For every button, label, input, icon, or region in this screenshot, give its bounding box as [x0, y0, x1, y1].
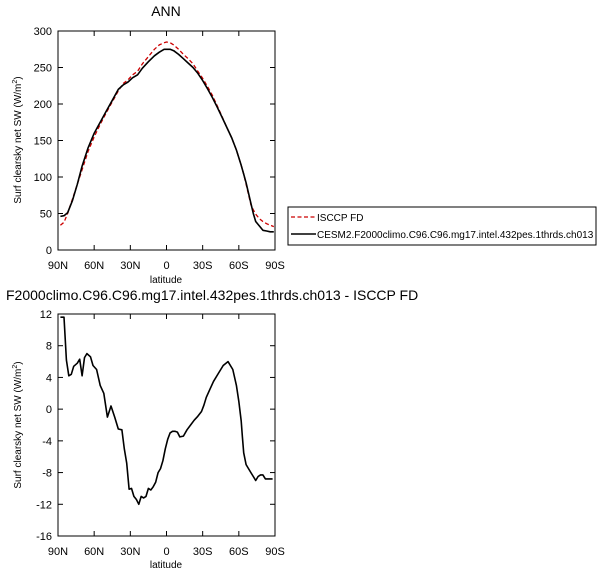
- x-tick-label: 0: [163, 546, 169, 558]
- difference-chart: F2000climo.C96.C96.mg17.intel.432pes.1th…: [6, 287, 418, 571]
- y-tick-label: 0: [46, 404, 52, 416]
- x-tick-label: 30S: [193, 260, 213, 272]
- plot-frame: [57, 313, 276, 537]
- legend: ISCCP FD CESM2.F2000climo.C96.C96.mg17.i…: [287, 206, 597, 246]
- y-tick-label: 8: [46, 341, 52, 353]
- legend-label-isccp: ISCCP FD: [317, 213, 364, 224]
- y-axis-title-sup: 2: [12, 365, 19, 369]
- y-tick-label: 50: [40, 209, 52, 221]
- y-tick-label: 150: [34, 136, 52, 148]
- y-tick-label: 100: [34, 172, 52, 184]
- series-lines: [60, 316, 273, 506]
- y-axis-title-sup: 2: [12, 80, 19, 84]
- x-tick-label: 30N: [120, 260, 140, 272]
- y-tick-label: -4: [42, 436, 52, 448]
- x-axis-title: latitude: [150, 560, 183, 571]
- series-line-0: [59, 41, 275, 228]
- x-tick-label: 30N: [120, 546, 140, 558]
- x-tick-label: 60S: [229, 260, 249, 272]
- x-tick-label: 0: [163, 260, 169, 272]
- x-tick-label: 90S: [265, 546, 285, 558]
- y-axis-title-main: Surf clearsky net SW (W/m: [13, 84, 24, 204]
- x-tick-label: 90N: [48, 260, 68, 272]
- legend-box: [287, 206, 597, 246]
- legend-label-cesm: CESM2.F2000climo.C96.C96.mg17.intel.432p…: [317, 230, 594, 241]
- series-lines: [59, 41, 275, 233]
- y-tick-label: 250: [34, 63, 52, 75]
- x-tick-label: 60N: [84, 260, 104, 272]
- chart-title: ANN: [151, 3, 181, 19]
- y-axis-title: Surf clearsky net SW (W/m2): [12, 361, 24, 488]
- y-tick-label: -8: [42, 468, 52, 480]
- y-axis-title-close: ): [13, 76, 24, 79]
- x-axis-title: latitude: [150, 275, 183, 286]
- series-line-1: [60, 48, 274, 233]
- y-tick-label: -16: [36, 531, 52, 543]
- x-tick-label: 60S: [229, 546, 249, 558]
- y-axis: -16 -12 -8 -4 0 4 8 12: [36, 309, 275, 543]
- x-tick-label: 60N: [84, 546, 104, 558]
- y-tick-label: 12: [40, 309, 52, 321]
- x-axis: 90N 60N 30N 0 30S 60S 90S: [48, 314, 285, 558]
- x-tick-label: 90S: [265, 260, 285, 272]
- x-tick-label: 90N: [48, 546, 68, 558]
- y-axis: 0 50 100 150 200 250 300: [34, 26, 275, 257]
- x-tick-label: 30S: [193, 546, 213, 558]
- x-axis: 90N 60N 30N 0 30S 60S 90S: [48, 31, 285, 272]
- y-tick-label: 0: [46, 245, 52, 257]
- y-tick-label: 300: [34, 26, 52, 38]
- y-axis-title-close: ): [13, 361, 24, 364]
- y-axis-title-main: Surf clearsky net SW (W/m: [13, 369, 24, 489]
- y-tick-label: 4: [46, 372, 52, 384]
- series-line-0: [60, 316, 273, 506]
- y-tick-label: -12: [36, 499, 52, 511]
- y-axis-title: Surf clearsky net SW (W/m2): [12, 76, 24, 203]
- chart-title: F2000climo.C96.C96.mg17.intel.432pes.1th…: [6, 287, 418, 303]
- y-tick-label: 200: [34, 99, 52, 111]
